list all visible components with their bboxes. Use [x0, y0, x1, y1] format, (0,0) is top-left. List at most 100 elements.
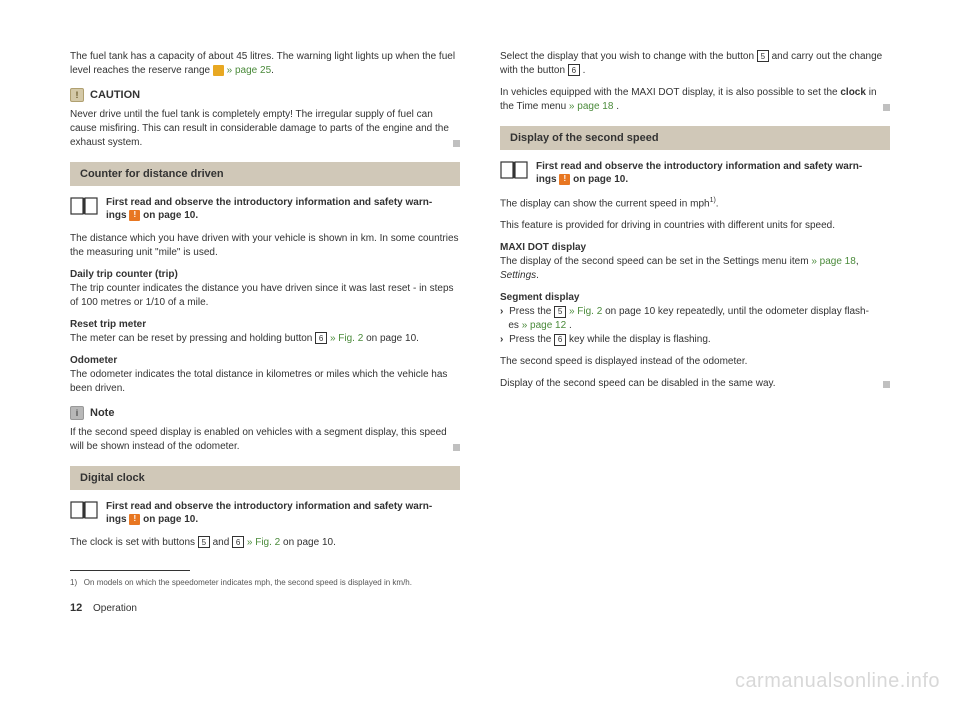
text: on page 10.: [573, 174, 628, 185]
book-icon: [70, 500, 98, 520]
key-6: 6: [232, 536, 244, 548]
section-header: Display of the second speed: [500, 126, 890, 150]
text: The clock is set with buttons: [70, 537, 198, 548]
fig-link: » Fig. 2: [247, 537, 280, 548]
key-5: 5: [757, 50, 769, 62]
section-end-icon: [883, 104, 890, 111]
text: ings: [106, 514, 129, 525]
reset-block: Reset trip meter The meter can be reset …: [70, 318, 460, 346]
display-speed-text: The display can show the current speed i…: [500, 196, 890, 211]
text: ,: [856, 256, 859, 267]
text: key while the display is flashing.: [569, 334, 711, 345]
note-label: Note: [90, 407, 114, 419]
text: .: [569, 320, 572, 331]
key-5: 5: [554, 306, 566, 318]
fuel-intro-text: The fuel tank has a capacity of about 45…: [70, 50, 460, 78]
text: ings: [106, 210, 129, 221]
text: on page 10.: [143, 210, 198, 221]
read-first-block: First read and observe the introductory …: [70, 196, 460, 222]
subheading: Odometer: [70, 355, 117, 366]
maxi-dot-block: MAXI DOT display The display of the seco…: [500, 241, 890, 283]
read-first-text: First read and observe the introductory …: [536, 160, 862, 186]
clock-text: The clock is set with buttons 5 and 6 » …: [70, 536, 460, 550]
text: ings: [536, 174, 559, 185]
text: Display of the second speed can be disab…: [500, 378, 776, 389]
text: on page 10 key repeatedly, until the odo…: [605, 306, 869, 317]
text: The odometer indicates the total distanc…: [70, 369, 447, 394]
read-first-block: First read and observe the introductory …: [70, 500, 460, 526]
footnote-number: 1): [70, 578, 77, 587]
text: clock: [840, 87, 866, 98]
segment-block: Segment display › Press the 5 » Fig. 2 o…: [500, 291, 890, 347]
distance-text: The distance which you have driven with …: [70, 232, 460, 260]
text: In vehicles equipped with the MAXI DOT d…: [500, 87, 840, 98]
text: .: [536, 270, 539, 281]
page-link: » page 25: [227, 65, 272, 76]
daily-trip-block: Daily trip counter (trip) The trip count…: [70, 268, 460, 310]
caution-heading: ! CAUTION: [70, 88, 460, 102]
text: .: [583, 65, 586, 76]
caution-label: CAUTION: [90, 89, 140, 101]
odometer-block: Odometer The odometer indicates the tota…: [70, 354, 460, 396]
text: The trip counter indicates the distance …: [70, 283, 454, 308]
section-end-icon: [453, 444, 460, 451]
page-link: » page 12: [522, 320, 567, 331]
text: and: [213, 537, 232, 548]
caution-text: Never drive until the fuel tank is compl…: [70, 108, 460, 150]
text: If the second speed display is enabled o…: [70, 427, 447, 452]
text: Press the: [509, 306, 554, 317]
warning-icon: !: [559, 174, 570, 185]
subheading: Reset trip meter: [70, 319, 146, 330]
section-header: Digital clock: [70, 466, 460, 490]
page-link: » page 18: [569, 101, 614, 112]
text: .: [616, 101, 619, 112]
fig-link: » Fig. 2: [330, 333, 363, 344]
caution-icon: !: [70, 88, 84, 102]
result-text-1: The second speed is displayed instead of…: [500, 355, 890, 369]
text: Never drive until the fuel tank is compl…: [70, 109, 449, 148]
page-number: 12: [70, 602, 82, 614]
two-column-layout: The fuel tank has a capacity of about 45…: [70, 50, 890, 614]
watermark: carmanualsonline.info: [735, 670, 940, 693]
text: on page 10.: [143, 514, 198, 525]
section-header: Counter for distance driven: [70, 162, 460, 186]
feature-text: This feature is provided for driving in …: [500, 219, 890, 233]
info-icon: i: [70, 406, 84, 420]
result-text-2: Display of the second speed can be disab…: [500, 377, 890, 391]
note-heading: i Note: [70, 406, 460, 420]
text: Select the display that you wish to chan…: [500, 51, 757, 62]
subheading: Segment display: [500, 292, 579, 303]
maxi-dot-clock-text: In vehicles equipped with the MAXI DOT d…: [500, 86, 890, 114]
key-6: 6: [554, 334, 566, 346]
right-column: Select the display that you wish to chan…: [500, 50, 890, 614]
fuel-warning-icon: [213, 65, 224, 76]
key-6: 6: [568, 64, 580, 76]
note-text: If the second speed display is enabled o…: [70, 426, 460, 454]
page-footer: 12 Operation: [70, 602, 460, 614]
text: .: [716, 198, 719, 209]
warning-icon: !: [129, 210, 140, 221]
book-icon: [70, 196, 98, 216]
fig-link: » Fig. 2: [569, 306, 602, 317]
text: First read and observe the introductory …: [106, 197, 432, 208]
text: Press the: [509, 334, 554, 345]
book-icon: [500, 160, 528, 180]
text: Settings: [500, 270, 536, 281]
subheading: MAXI DOT display: [500, 242, 586, 253]
read-first-text: First read and observe the introductory …: [106, 196, 432, 222]
bullet-icon: ›: [500, 334, 503, 345]
text: The display of the second speed can be s…: [500, 256, 811, 267]
key-6: 6: [315, 332, 327, 344]
page-link: » page 18: [811, 256, 856, 267]
text: on page 10.: [366, 333, 419, 344]
section-end-icon: [883, 381, 890, 388]
left-column: The fuel tank has a capacity of about 45…: [70, 50, 460, 614]
text: es: [508, 320, 521, 331]
text: on page 10.: [283, 537, 336, 548]
text: The meter can be reset by pressing and h…: [70, 333, 315, 344]
footnote: 1) On models on which the speedometer in…: [70, 577, 460, 588]
bullet-icon: ›: [500, 306, 503, 317]
subheading: Daily trip counter (trip): [70, 269, 178, 280]
key-5: 5: [198, 536, 210, 548]
read-first-block: First read and observe the introductory …: [500, 160, 890, 186]
